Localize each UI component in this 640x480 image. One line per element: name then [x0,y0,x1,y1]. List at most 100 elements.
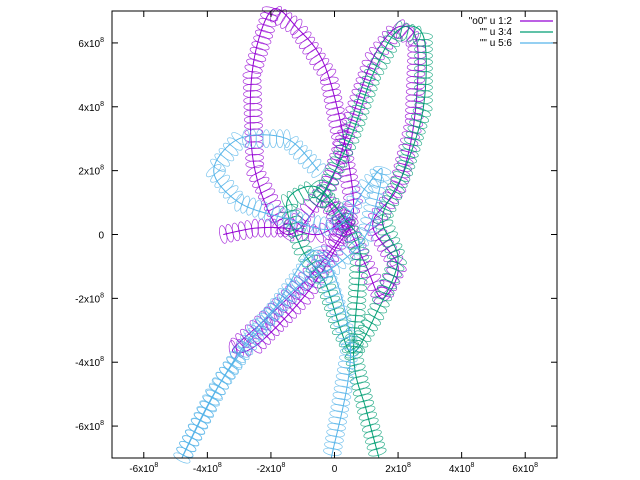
x-tick-label: 2x108 [385,462,411,475]
series-loop-3 [276,207,286,226]
series-loop-2 [386,261,405,272]
series-loop-2 [347,116,366,127]
series-loop-3 [262,129,271,149]
series-loop-2 [414,77,433,86]
series-loop-2 [367,308,385,321]
series-loop-1 [290,18,303,36]
series-loop-3 [368,185,387,195]
series-loop-2 [373,52,391,64]
series-loop-3 [361,210,381,220]
x-tick-label: -6x108 [129,462,158,475]
series-loop-1 [238,221,247,240]
series-loop-3 [269,301,284,316]
series-loop-1 [322,88,342,98]
series-loop-2 [352,387,372,397]
series-loop-3 [230,352,246,365]
series-loop-3 [340,245,356,260]
series-loop-2 [344,351,363,361]
series-loop-3 [334,211,351,225]
y-tick-label: -4x108 [75,356,104,369]
series-loop-3 [330,404,350,413]
series-loop-2 [341,133,360,144]
series-loop-2 [372,297,390,308]
series-loop-1 [245,154,264,162]
series-loop-1 [340,180,360,189]
series-loop-2 [318,283,336,294]
series-loop-2 [380,231,398,242]
y-tick-label: 6x108 [78,37,104,50]
series-loop-1 [335,223,353,236]
series-loop-2 [414,64,433,73]
series-loop-3 [340,348,359,357]
series-loop-3 [331,397,351,407]
series-loop-2 [321,295,340,306]
series-loop-3 [227,190,243,204]
series-loop-2 [366,441,385,451]
series-loop-2 [349,271,368,280]
series-loop-2 [361,319,378,332]
series-loop-3 [332,391,352,401]
series-loop-3 [330,216,347,230]
series-loop-2 [409,119,428,129]
series-loop-1 [405,31,420,47]
series-loop-3 [255,317,272,331]
series-loop-3 [360,217,379,227]
series-loop-3 [226,356,243,370]
series-loop-2 [310,197,328,209]
series-loop-1 [253,35,272,45]
series-loop-1 [251,218,259,238]
series-loop-1 [256,23,275,33]
series-loop-1 [323,94,343,104]
series-loop-3 [296,263,312,277]
series-loop-3 [359,227,374,242]
series-loop-3 [303,253,320,267]
series-loop-3 [292,268,309,282]
series-loop-2 [384,189,402,200]
series-loop-2 [347,289,367,298]
series-loop-1 [327,158,346,169]
series-loop-1 [270,6,282,23]
legend-label-3: "" u 5:6 [480,38,513,49]
series-loop-3 [318,216,327,235]
series-loop-1 [219,225,228,244]
series-loop-3 [211,378,229,390]
series-loop-1 [327,113,346,122]
series-loop-2 [279,203,298,214]
series-loop-3 [371,172,390,182]
series-loop-3 [328,416,347,425]
series-loop-3 [194,412,212,424]
series-loop-3 [288,273,305,287]
series-loop-2 [347,302,366,311]
series-loop-2 [354,393,373,403]
series-loop-3 [244,332,261,346]
series-loop-3 [373,166,392,175]
series-loop-2 [359,81,378,92]
series-loop-1 [280,12,293,29]
series-loop-3 [185,429,203,441]
series-loop-2 [347,296,367,304]
series-loop-3 [264,203,274,222]
series-loop-3 [248,327,265,341]
series-loop-2 [377,225,396,236]
series-loop-3 [252,318,267,334]
series-loop-3 [208,384,226,396]
series-loop-1 [322,249,340,262]
series-loop-2 [406,24,416,43]
series-loop-1 [354,255,373,266]
series-loop-1 [244,122,263,130]
series-loop-3 [321,281,340,292]
series-loop-2 [407,125,426,135]
series-loop-2 [414,83,433,92]
y-tick-label: -6x108 [75,420,104,433]
series-loop-3 [300,212,309,232]
y-tick-label: 2x108 [78,165,104,178]
series-loop-1 [400,27,415,43]
series-loop-2 [369,303,388,314]
series-loop-2 [351,104,370,115]
series-loop-1 [328,119,348,128]
series-loop-2 [355,399,375,409]
series-loop-3 [176,446,194,458]
series-loop-3 [219,366,235,380]
series-loop-3 [294,211,303,231]
trajectory-layer [173,6,433,464]
